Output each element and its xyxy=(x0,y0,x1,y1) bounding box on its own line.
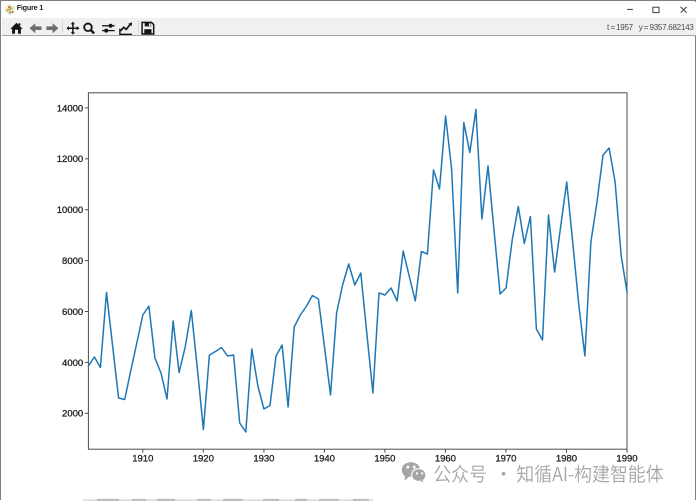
svg-text:4000: 4000 xyxy=(62,358,83,369)
svg-text:1960: 1960 xyxy=(435,454,456,465)
svg-text:12000: 12000 xyxy=(57,154,83,165)
svg-text:1910: 1910 xyxy=(132,454,153,465)
svg-text:1950: 1950 xyxy=(374,454,395,465)
svg-text:1920: 1920 xyxy=(193,454,214,465)
svg-text:1990: 1990 xyxy=(616,454,637,465)
svg-text:14000: 14000 xyxy=(57,103,83,114)
svg-text:10000: 10000 xyxy=(57,205,83,216)
svg-text:1970: 1970 xyxy=(495,454,516,465)
svg-text:8000: 8000 xyxy=(62,256,83,267)
svg-text:1980: 1980 xyxy=(556,454,577,465)
svg-text:6000: 6000 xyxy=(62,307,83,318)
svg-text:1940: 1940 xyxy=(314,454,335,465)
svg-text:2000: 2000 xyxy=(62,409,83,420)
svg-text:1930: 1930 xyxy=(253,454,274,465)
